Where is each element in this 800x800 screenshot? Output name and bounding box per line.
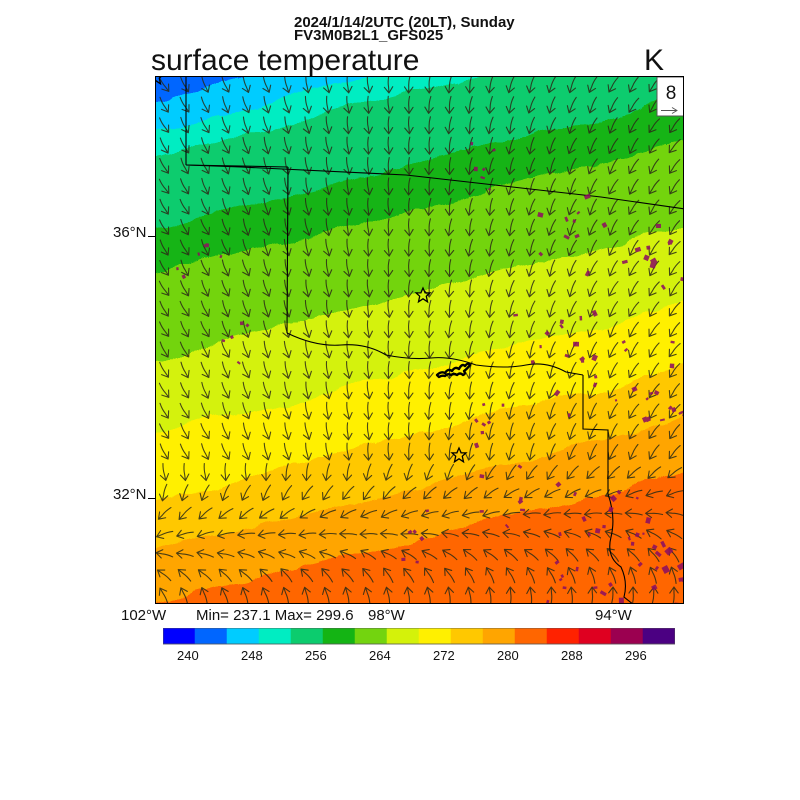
svg-text:8: 8	[666, 83, 677, 104]
